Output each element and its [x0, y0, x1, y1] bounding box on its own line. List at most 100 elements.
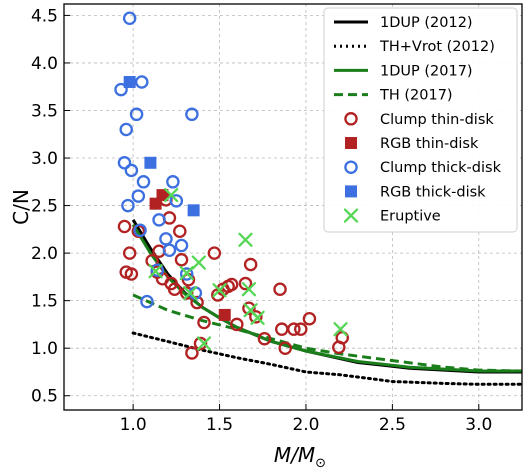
legend-label: 1DUP (2012)	[380, 15, 473, 31]
x-tick-label: 2.5	[379, 415, 406, 435]
legend-marker-swatch	[344, 160, 358, 174]
point-clump-thin-disk	[197, 315, 211, 330]
x-tick-label: 3.0	[465, 415, 492, 435]
x-marker-stroke	[191, 255, 206, 270]
legend-item: Clump thick-disk	[344, 160, 502, 176]
x-marker-stroke	[179, 265, 194, 281]
point-clump-thick-disk	[185, 107, 199, 122]
point-clump-thin-disk	[117, 219, 132, 234]
point-eruptive	[148, 264, 163, 279]
point-clump-thick-disk	[162, 243, 177, 258]
data-points	[114, 11, 350, 360]
legend-item: Clump thin-disk	[344, 112, 494, 128]
y-tick-label: 1.5	[31, 292, 58, 312]
point-clump-thick-disk	[152, 213, 166, 227]
point-clump-thin-disk	[124, 267, 139, 281]
point-rgb-thick-disk	[144, 156, 157, 169]
legend-item: 1DUP (2017)	[334, 63, 473, 79]
x-marker-stroke	[164, 187, 179, 203]
point-clump-thick-disk	[117, 156, 132, 170]
point-eruptive	[164, 187, 179, 203]
x-marker-stroke	[343, 208, 359, 223]
y-tick-label: 3.5	[31, 101, 58, 121]
legend-box	[323, 7, 518, 233]
point-clump-thin-disk	[173, 224, 187, 238]
point-clump-thick-disk	[129, 107, 144, 122]
point-clump-thin-disk	[249, 310, 263, 324]
point-clump-thick-disk	[114, 82, 128, 97]
legend-item: 1DUP (2012)	[334, 15, 473, 31]
x-tick-label: 1.5	[206, 415, 233, 435]
point-clump-thick-disk	[131, 189, 146, 203]
point-clump-thin-disk	[193, 336, 208, 351]
point-eruptive	[212, 283, 227, 298]
legend-item: RGB thin-disk	[345, 136, 479, 152]
legend-label: Clump thick-disk	[380, 160, 502, 176]
y-tick-label: 4.0	[31, 54, 58, 74]
point-clump-thin-disk	[238, 276, 253, 291]
point-clump-thin-disk	[273, 282, 287, 296]
point-clump-thick-disk	[140, 294, 154, 309]
legend-marker-swatch	[345, 137, 357, 149]
x-marker-stroke	[238, 232, 253, 247]
x-marker-stroke	[250, 310, 265, 325]
point-clump-thick-disk	[124, 163, 139, 178]
point-clump-thick-disk	[179, 267, 194, 281]
legend-item: Eruptive	[343, 208, 441, 225]
legend-item: TH (2017)	[334, 88, 453, 104]
point-clump-thick-disk	[159, 232, 173, 246]
x-axis-label-main: M/M	[274, 443, 315, 467]
x-marker-stroke	[196, 336, 212, 351]
legend: 1DUP (2012) TH+Vrot (2012) 1DUP (2017) TH (…	[323, 7, 518, 233]
point-eruptive	[241, 282, 257, 297]
legend-label: Clump thin-disk	[380, 112, 494, 128]
point-clump-thin-disk	[167, 282, 182, 296]
legend-label: Eruptive	[380, 209, 441, 225]
point-clump-thin-disk	[179, 286, 194, 300]
x-marker-stroke	[333, 322, 348, 337]
point-clump-thin-disk	[122, 246, 137, 260]
point-rgb-thin-disk	[156, 189, 169, 202]
point-clump-thin-disk	[242, 301, 256, 316]
y-axis-label: C/N	[9, 189, 33, 225]
y-tick-label: 1.0	[31, 339, 58, 359]
point-eruptive	[196, 336, 212, 351]
point-clump-thick-disk	[150, 263, 165, 277]
point-clump-thick-disk	[133, 223, 147, 238]
point-eruptive	[179, 265, 194, 281]
x-marker-stroke	[183, 285, 198, 301]
y-tick-label: 2.0	[31, 244, 58, 264]
point-clump-thin-disk	[287, 322, 301, 336]
y-tick-label: 4.5	[31, 6, 58, 26]
point-clump-thin-disk	[302, 311, 317, 326]
point-clump-thin-disk	[243, 257, 258, 272]
point-clump-thin-disk	[294, 322, 308, 336]
x-axis-label: M/M⊙	[274, 443, 326, 471]
point-clump-thick-disk	[169, 194, 184, 208]
legend-item: TH+Vrot (2012)	[334, 39, 495, 55]
point-clump-thin-disk	[174, 253, 189, 267]
x-tick-label: 1.0	[120, 415, 147, 435]
y-tick-label: 3.0	[31, 149, 58, 169]
axis-ticks: 1.0 1.5 2.0 2.5 3.0 0.5 1.0 1.5 2.0 2.5 3.0 3.5 4.0 4…	[31, 6, 492, 435]
point-eruptive	[183, 285, 198, 301]
point-clump-thick-disk	[136, 175, 151, 189]
legend-label: TH+Vrot (2012)	[379, 39, 495, 55]
x-marker-stroke	[241, 282, 257, 297]
plot-frame	[63, 3, 523, 411]
legend-marker-swatch	[345, 185, 357, 198]
point-clump-thick-disk	[121, 198, 135, 213]
legend-marker-swatch	[343, 208, 359, 223]
x-axis-label-subscript: ⊙	[315, 456, 326, 471]
point-eruptive	[333, 322, 348, 337]
point-rgb-thin-disk	[218, 308, 231, 321]
x-marker-stroke	[212, 283, 227, 298]
point-eruptive	[238, 232, 253, 247]
point-clump-thin-disk	[230, 317, 244, 332]
legend-label: RGB thin-disk	[380, 136, 479, 152]
point-clump-thin-disk	[185, 346, 199, 360]
point-clump-thin-disk	[190, 295, 204, 310]
x-marker-stroke	[148, 264, 163, 279]
legend-item: RGB thick-disk	[345, 184, 486, 200]
